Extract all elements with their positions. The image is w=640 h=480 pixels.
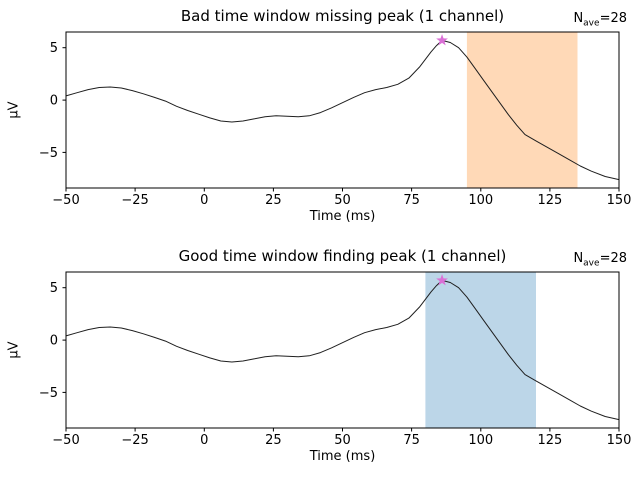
y-tick-label: −5 <box>39 386 58 401</box>
x-tick-label: −25 <box>121 433 148 448</box>
x-tick-label: 150 <box>607 433 632 448</box>
peak-star-marker <box>436 34 448 46</box>
x-tick-label: 150 <box>607 193 632 208</box>
nave-value: =28 <box>599 11 627 26</box>
subplot-title: Bad time window missing peak (1 channel) <box>180 7 505 25</box>
x-tick-label: 75 <box>403 433 420 448</box>
highlight-window <box>425 272 536 428</box>
x-tick-label: 50 <box>334 433 351 448</box>
peak-star-marker <box>436 274 448 286</box>
x-tick-label: 0 <box>200 193 208 208</box>
nave-subscript: ave <box>583 258 600 269</box>
x-tick-label: 75 <box>403 193 420 208</box>
x-tick-label: 100 <box>468 193 493 208</box>
x-tick-label: 125 <box>537 433 562 448</box>
y-tick-label: 5 <box>50 41 58 56</box>
nave-annotation: Nave=28 <box>573 11 627 29</box>
x-tick-label: 25 <box>265 433 282 448</box>
waveform-line <box>65 279 620 421</box>
x-tick-label: −50 <box>52 433 79 448</box>
y-tick-label: 5 <box>50 281 58 296</box>
x-tick-label: 125 <box>537 193 562 208</box>
nave-value: =28 <box>599 251 627 266</box>
y-tick-label: 0 <box>50 94 58 109</box>
x-tick-label: −25 <box>121 193 148 208</box>
subplot-good-time-window: Good time window finding peak (1 channel… <box>0 240 640 480</box>
nave-prefix: N <box>573 251 584 266</box>
subplot-title: Good time window finding peak (1 channel… <box>178 247 507 265</box>
nave-prefix: N <box>573 11 584 26</box>
axes-frame <box>65 271 620 429</box>
y-tick-label: 0 <box>50 334 58 349</box>
x-tick-label: 25 <box>265 193 282 208</box>
x-tick-label: 100 <box>468 433 493 448</box>
x-tick-label: 50 <box>334 193 351 208</box>
x-axis-label: Time (ms) <box>309 209 376 224</box>
nave-annotation: Nave=28 <box>573 251 627 269</box>
highlight-window <box>466 32 578 188</box>
y-tick-label: −5 <box>39 146 58 161</box>
subplot-bad-time-window: Bad time window missing peak (1 channel)… <box>7 7 632 224</box>
x-axis-label: Time (ms) <box>309 449 376 464</box>
x-tick-label: 0 <box>200 433 208 448</box>
x-tick-label: −50 <box>52 193 79 208</box>
waveform-line <box>65 39 620 181</box>
nave-subscript: ave <box>583 18 600 29</box>
